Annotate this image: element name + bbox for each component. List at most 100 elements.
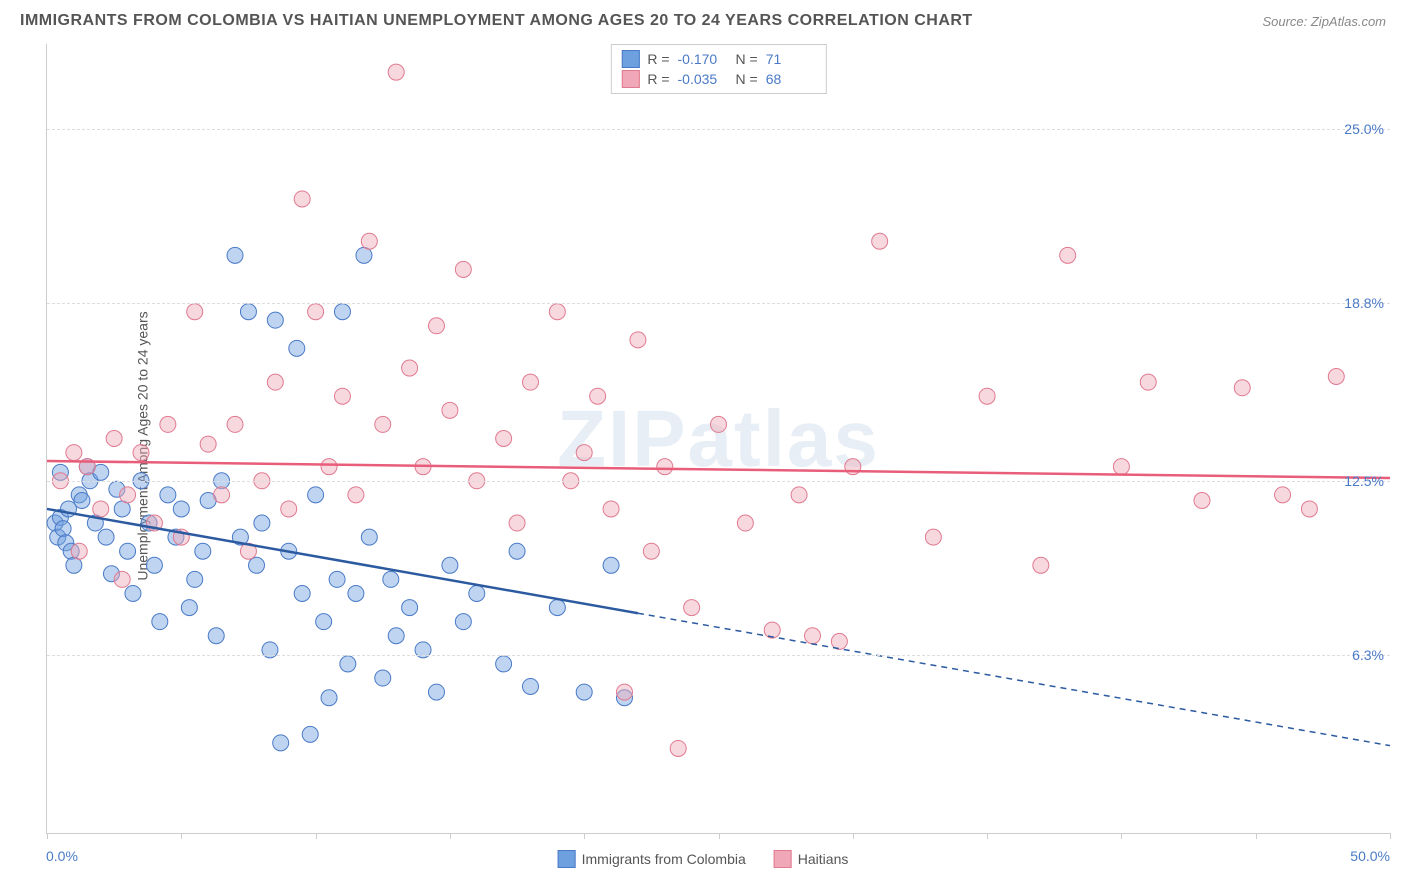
legend-label-series2: Haitians [798, 851, 849, 867]
y-tick-label: 18.8% [1344, 295, 1384, 311]
scatter-point [273, 735, 289, 751]
r-value-series2: -0.035 [678, 71, 728, 87]
y-tick-label: 6.3% [1352, 647, 1384, 663]
legend-label-series1: Immigrants from Colombia [582, 851, 746, 867]
n-label: N = [736, 51, 758, 67]
scatter-point [106, 431, 122, 447]
r-label: R = [647, 51, 669, 67]
scatter-point [549, 600, 565, 616]
scatter-point [120, 487, 136, 503]
scatter-point [348, 487, 364, 503]
x-tick [719, 833, 720, 839]
scatter-point [160, 487, 176, 503]
x-tick [1390, 833, 1391, 839]
scatter-point [1328, 369, 1344, 385]
n-value-series2: 68 [766, 71, 816, 87]
x-axis-max-label: 50.0% [1350, 848, 1390, 864]
scatter-point [321, 459, 337, 475]
scatter-point [616, 684, 632, 700]
scatter-point [496, 656, 512, 672]
scatter-point [388, 64, 404, 80]
regression-line-solid [47, 461, 1390, 478]
gridline [47, 129, 1390, 130]
scatter-point [522, 678, 538, 694]
title-bar: IMMIGRANTS FROM COLOMBIA VS HAITIAN UNEM… [20, 12, 1386, 30]
gridline [47, 303, 1390, 304]
legend-item-series1: Immigrants from Colombia [558, 850, 746, 868]
scatter-point [1140, 374, 1156, 390]
scatter-point [267, 312, 283, 328]
x-tick [181, 833, 182, 839]
scatter-point [872, 233, 888, 249]
scatter-point [152, 614, 168, 630]
scatter-point [576, 445, 592, 461]
source-label: Source: ZipAtlas.com [1262, 14, 1386, 29]
scatter-point [375, 416, 391, 432]
scatter-point [348, 585, 364, 601]
x-tick [1256, 833, 1257, 839]
scatter-point [805, 628, 821, 644]
scatter-point [590, 388, 606, 404]
scatter-point [227, 247, 243, 263]
scatter-point [187, 571, 203, 587]
scatter-point [522, 374, 538, 390]
scatter-point [208, 628, 224, 644]
scatter-point [340, 656, 356, 672]
scatter-point [195, 543, 211, 559]
swatch-series1 [621, 50, 639, 68]
y-tick-label: 12.5% [1344, 473, 1384, 489]
scatter-point [267, 374, 283, 390]
scatter-point [1234, 380, 1250, 396]
scatter-point [428, 318, 444, 334]
scatter-point [281, 501, 297, 517]
scatter-point [402, 600, 418, 616]
scatter-point [428, 684, 444, 700]
scatter-point [496, 431, 512, 447]
scatter-point [442, 557, 458, 573]
r-value-series1: -0.170 [678, 51, 728, 67]
scatter-point [181, 600, 197, 616]
scatter-point [1301, 501, 1317, 517]
x-axis-min-label: 0.0% [46, 848, 78, 864]
scatter-point [93, 501, 109, 517]
scatter-point [509, 543, 525, 559]
scatter-point [120, 543, 136, 559]
scatter-point [125, 585, 141, 601]
n-value-series1: 71 [766, 51, 816, 67]
scatter-point [791, 487, 807, 503]
x-tick [450, 833, 451, 839]
scatter-point [321, 690, 337, 706]
legend-swatch-series2 [774, 850, 792, 868]
scatter-point [160, 416, 176, 432]
scatter-point [1194, 492, 1210, 508]
stats-row-series1: R = -0.170 N = 71 [621, 49, 815, 69]
scatter-point [308, 304, 324, 320]
scatter-point [643, 543, 659, 559]
scatter-point [334, 388, 350, 404]
scatter-point [173, 501, 189, 517]
x-tick [47, 833, 48, 839]
scatter-point [254, 515, 270, 531]
scatter-point [509, 515, 525, 531]
chart-title: IMMIGRANTS FROM COLOMBIA VS HAITIAN UNEM… [20, 12, 973, 30]
scatter-point [711, 416, 727, 432]
scatter-point [455, 261, 471, 277]
scatter-point [114, 571, 130, 587]
scatter-point [764, 622, 780, 638]
stats-row-series2: R = -0.035 N = 68 [621, 69, 815, 89]
scatter-point [249, 557, 265, 573]
x-tick [987, 833, 988, 839]
scatter-point [979, 388, 995, 404]
scatter-point [329, 571, 345, 587]
scatter-point [289, 340, 305, 356]
x-tick [584, 833, 585, 839]
scatter-point [294, 585, 310, 601]
x-tick [853, 833, 854, 839]
scatter-point [603, 501, 619, 517]
scatter-point [133, 445, 149, 461]
scatter-point [737, 515, 753, 531]
scatter-point [388, 628, 404, 644]
x-tick [316, 833, 317, 839]
r-label: R = [647, 71, 669, 87]
scatter-point [302, 726, 318, 742]
